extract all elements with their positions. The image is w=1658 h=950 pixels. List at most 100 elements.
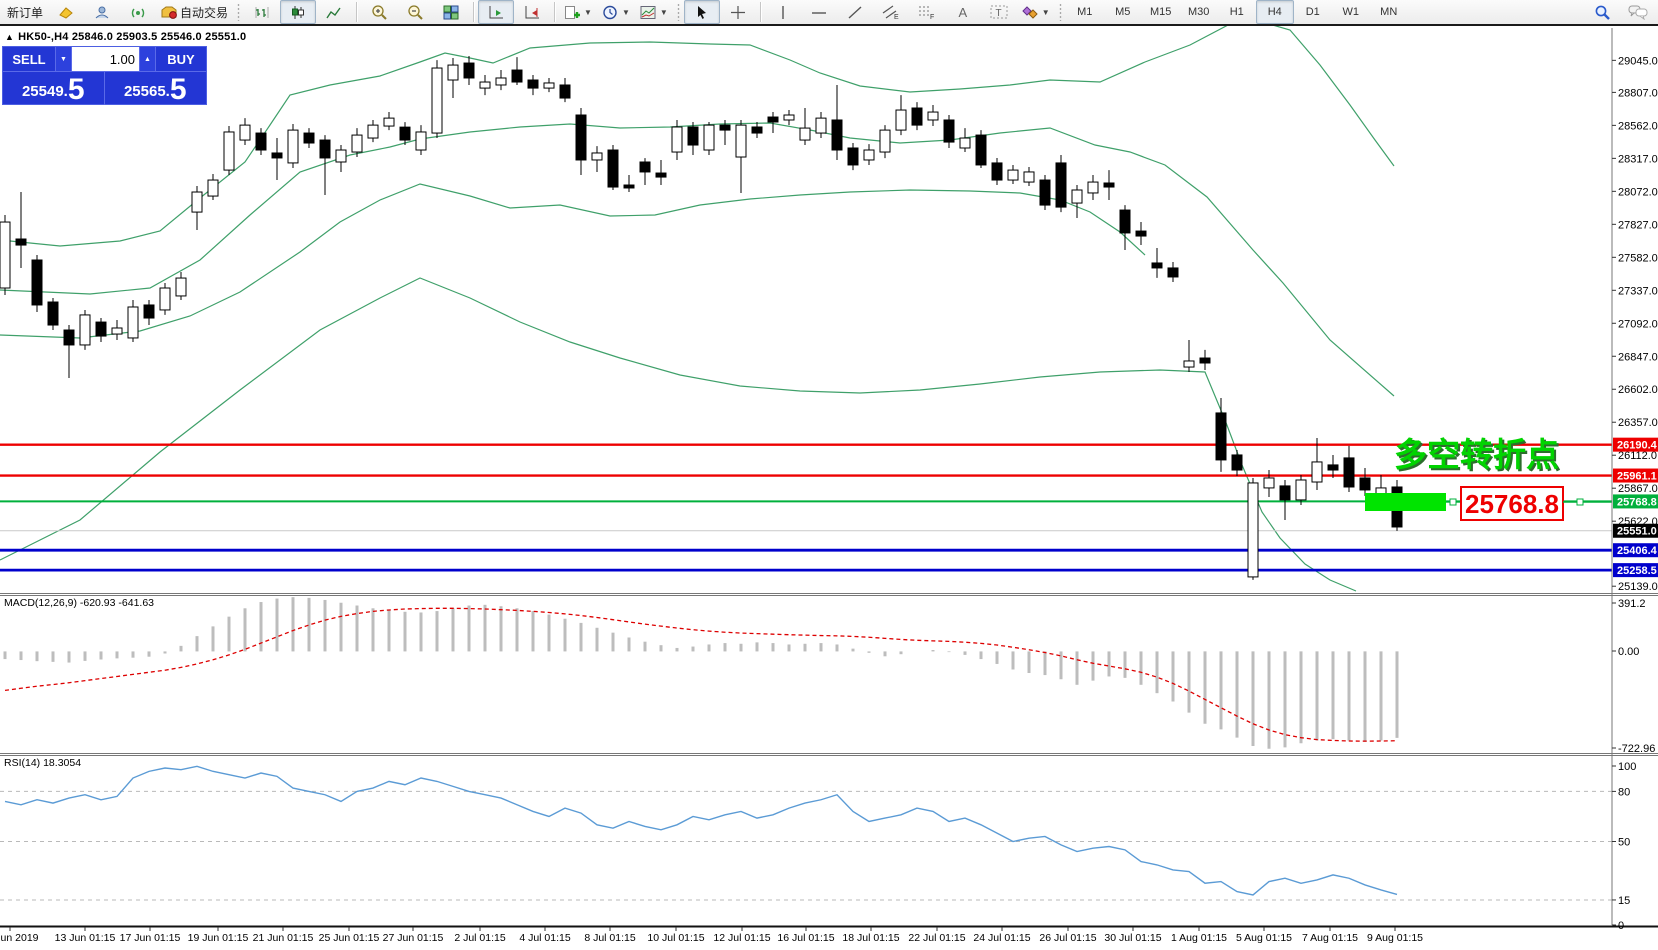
axis-label-text: 25768.8	[1617, 496, 1657, 508]
trendline-icon[interactable]	[837, 0, 873, 24]
buy-price[interactable]: 25565. 5	[123, 73, 187, 106]
price-tag-text: 25768.8	[1465, 489, 1559, 519]
candle-body	[495, 77, 507, 86]
turning-point-shadow: 多空转折点	[1396, 438, 1561, 475]
price-axis-label: 27092.0	[1618, 318, 1658, 330]
volume-input[interactable]: 1.00	[72, 47, 139, 71]
timeframe-D1[interactable]: D1	[1305, 6, 1320, 18]
crosshair-icon[interactable]	[720, 0, 756, 24]
search-icon[interactable]	[1584, 0, 1620, 24]
candle-body	[223, 131, 235, 171]
periods-icon[interactable]: ▼	[597, 0, 635, 24]
template-icon[interactable]: ▼	[635, 0, 673, 24]
candle-body	[47, 301, 59, 326]
channel-icon[interactable]: E	[873, 0, 909, 24]
price-axis-label: 29045.0	[1618, 55, 1658, 67]
candle-body	[271, 152, 283, 159]
sell-button[interactable]: SELL	[12, 51, 46, 67]
timeframe-M30[interactable]: M30	[1188, 6, 1210, 18]
timeframe-H4[interactable]: H4	[1255, 0, 1294, 24]
signal-icon[interactable]	[120, 0, 156, 24]
candle-body	[239, 124, 251, 141]
ticket-icon[interactable]	[48, 0, 84, 24]
time-axis-label: 7 Aug 01:15	[1302, 932, 1358, 944]
hline-icon[interactable]	[801, 0, 837, 24]
tag-anchor	[1449, 498, 1457, 506]
profile-icon[interactable]	[84, 0, 120, 24]
candle-body	[335, 149, 347, 163]
label-icon[interactable]: T	[981, 0, 1017, 24]
macd-axis-label: -722.96	[1618, 743, 1655, 755]
timeframe-W1[interactable]: W1	[1342, 6, 1359, 18]
candle-body	[63, 329, 75, 346]
timeframe-M15[interactable]: M15	[1150, 6, 1172, 18]
candle-body	[351, 134, 363, 153]
price-tag-box[interactable]	[1460, 486, 1564, 521]
candle-body	[383, 117, 395, 127]
tile-windows-icon[interactable]	[433, 0, 469, 24]
candle-body	[799, 127, 811, 141]
add-indicator-icon[interactable]: ▼	[559, 0, 597, 24]
time-axis-label: 10 Jul 01:15	[647, 932, 704, 944]
collapse-icon[interactable]: ▲	[5, 32, 15, 42]
bollinger-band-line	[0, 277, 1357, 592]
candle-body	[959, 137, 971, 149]
svg-text:T: T	[995, 8, 1001, 19]
line-chart-icon[interactable]	[316, 0, 352, 24]
rsi-axis-label: 15	[1618, 895, 1630, 907]
candle-body	[287, 129, 299, 164]
svg-text:E: E	[894, 14, 899, 20]
time-axis-label: 16 Jul 01:15	[777, 932, 834, 944]
zoom-out-icon[interactable]	[397, 0, 433, 24]
time-axis-label: 8 Jul 01:15	[584, 932, 636, 944]
time-axis-label: 2 Jul 01:15	[454, 932, 506, 944]
time-axis-label: 5 Aug 01:15	[1236, 932, 1292, 944]
sell-price[interactable]: 25549. 5	[3, 72, 105, 105]
axis-label-text: 26190.4	[1617, 440, 1658, 452]
candle-body	[127, 306, 139, 339]
price-axis-label: 25139.0	[1618, 581, 1658, 593]
price-axis-label: 26357.0	[1618, 417, 1658, 429]
chat-icon[interactable]	[1620, 0, 1656, 24]
candle-body	[1311, 461, 1323, 483]
autoscroll-icon[interactable]	[478, 0, 515, 24]
autotrade-icon	[161, 6, 177, 19]
timeframe-M1[interactable]: M1	[1077, 6, 1093, 18]
price-axis-label: 26112.0	[1618, 450, 1657, 462]
buy-button[interactable]: BUY	[167, 51, 195, 67]
candle-body	[559, 84, 571, 99]
zoom-in-icon[interactable]	[361, 0, 397, 24]
turning-point-text[interactable]: 多空转折点	[1394, 436, 1559, 473]
timeframe-H1[interactable]: H1	[1229, 6, 1244, 18]
candle-body	[671, 126, 683, 153]
highlight-rectangle[interactable]	[1365, 493, 1446, 511]
candle-body	[991, 162, 1003, 181]
new-order-button[interactable]: 新订单	[7, 5, 44, 20]
volume-up-button[interactable]: ▲	[139, 47, 156, 71]
candle-chart-icon[interactable]	[280, 0, 317, 24]
vline-icon[interactable]	[765, 0, 801, 24]
candle-body	[255, 132, 267, 151]
autotrade-button[interactable]: 自动交易	[156, 0, 233, 24]
candle-body	[1183, 360, 1195, 368]
candle-body	[1087, 181, 1099, 194]
candle-body	[831, 119, 843, 151]
bar-chart-icon[interactable]	[244, 0, 280, 24]
candle-body	[431, 67, 443, 134]
shapes-icon[interactable]: ▼	[1017, 0, 1055, 24]
text-icon[interactable]: A	[958, 4, 968, 20]
fibonacci-icon[interactable]: F	[909, 0, 945, 24]
timeframe-M5[interactable]: M5	[1115, 6, 1131, 18]
timeframe-MN[interactable]: MN	[1380, 6, 1398, 18]
cursor-icon[interactable]	[683, 0, 720, 24]
time-axis-label: 21 Jun 01:15	[253, 932, 314, 944]
volume-down-button[interactable]: ▼	[55, 47, 72, 71]
candle-body	[575, 114, 587, 161]
chart-shift-icon[interactable]	[514, 0, 550, 24]
one-click-trading-panel: SELL ▼ 1.00 ▲ BUY 25549. 5 25565. 5	[2, 46, 207, 105]
macd-axis-label: 0.00	[1618, 646, 1639, 658]
candle-body	[1135, 230, 1147, 237]
autotrade-label: 自动交易	[180, 5, 229, 20]
toolbar: 新订单 自动交易 ▼ ▼ ▼ E F A T ▼ M	[0, 0, 1658, 26]
